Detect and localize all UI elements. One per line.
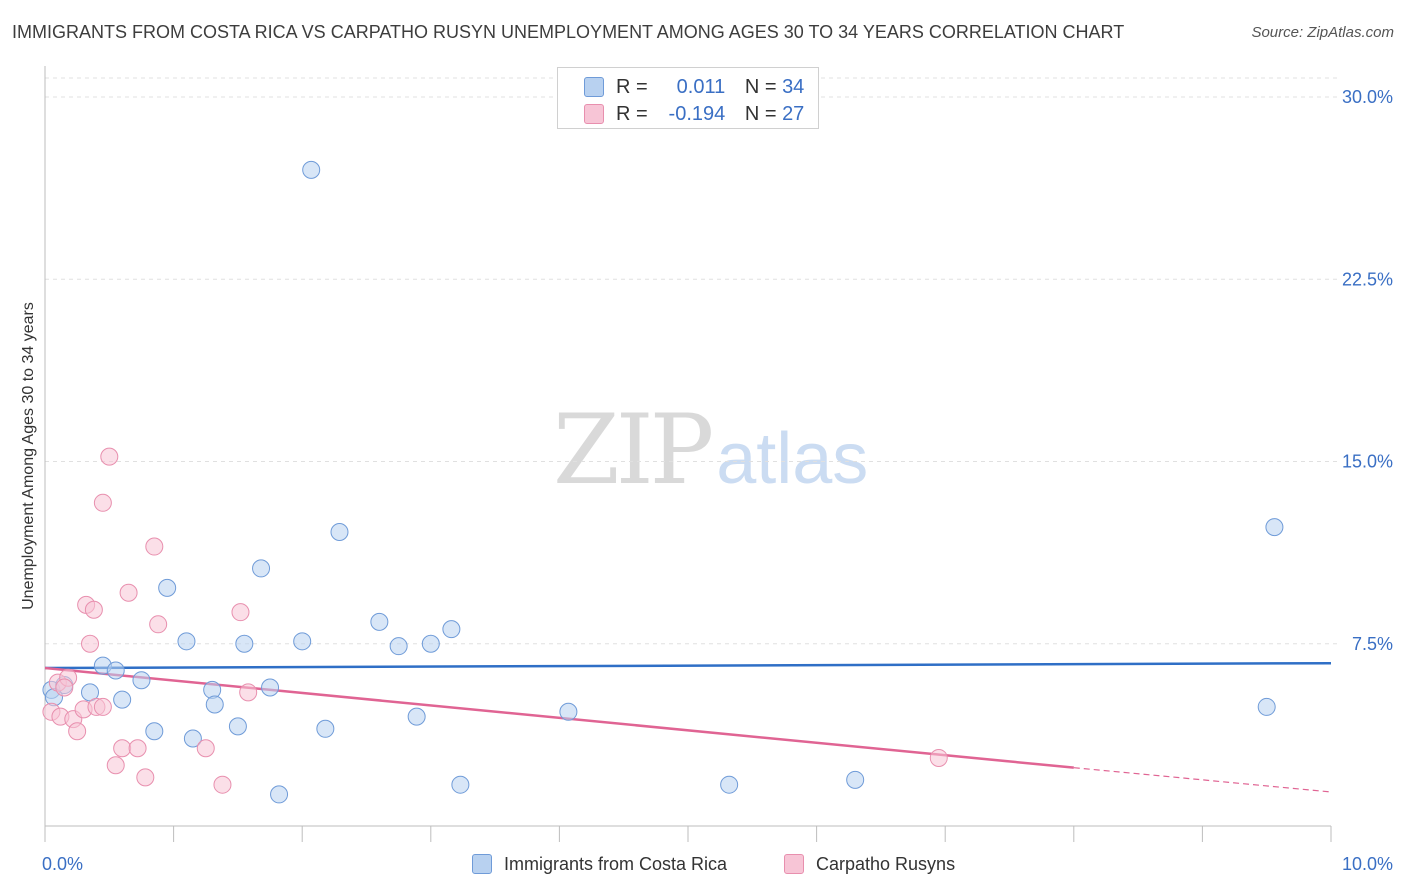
point-costa-rica: [261, 678, 280, 697]
point-costa-rica: [370, 612, 389, 631]
point-carpatho-rusyn: [93, 493, 112, 512]
x-tick-label: 10.0%: [1342, 854, 1393, 874]
point-costa-rica: [451, 775, 470, 794]
watermark-zip: ZIP: [553, 394, 714, 506]
point-carpatho-rusyn: [119, 583, 138, 602]
point-costa-rica: [302, 160, 321, 179]
point-costa-rica: [106, 661, 125, 680]
legend-n-label: N =: [744, 75, 777, 98]
legend-item-label: Carpatho Rusyns: [816, 853, 956, 874]
legend-r-label: R =: [616, 102, 648, 125]
point-costa-rica: [442, 620, 461, 639]
point-costa-rica: [228, 717, 247, 736]
point-carpatho-rusyn: [149, 615, 168, 634]
y-tick-label: 30.0%: [1342, 87, 1393, 107]
legend-swatch-blue: [584, 77, 604, 97]
point-costa-rica: [421, 634, 440, 653]
y-tick-label: 22.5%: [1342, 269, 1393, 289]
point-costa-rica: [1257, 697, 1276, 716]
point-costa-rica: [113, 690, 132, 709]
point-carpatho-rusyn: [55, 678, 74, 697]
point-carpatho-rusyn: [196, 739, 215, 758]
legend-r-value: -0.194: [668, 102, 726, 125]
watermark: ZIPatlas: [553, 402, 868, 507]
source-label: Source: ZipAtlas.com: [1251, 24, 1394, 41]
point-carpatho-rusyn: [128, 739, 147, 758]
point-costa-rica: [235, 634, 254, 653]
trend-line-carpatho-rusyn-extension: [1073, 767, 1332, 793]
point-carpatho-rusyn: [84, 600, 103, 619]
point-carpatho-rusyn: [929, 748, 948, 767]
legend-r-value: 0.011: [676, 75, 726, 98]
series-legend: Immigrants from Costa Rica Carpatho Rusy…: [0, 852, 1406, 876]
point-carpatho-rusyn: [68, 722, 87, 741]
point-carpatho-rusyn: [145, 537, 164, 556]
y-tick-label: 15.0%: [1342, 452, 1393, 472]
grid-layer: [45, 77, 1339, 645]
point-carpatho-rusyn: [81, 634, 100, 653]
point-costa-rica: [252, 559, 271, 578]
legend-n-value: 27: [782, 102, 805, 125]
point-costa-rica: [177, 632, 196, 651]
tick-label-layer: 7.5% 15.0% 22.5% 30.0% 0.0% 10.0%: [42, 87, 1393, 874]
point-costa-rica: [407, 707, 426, 726]
legend-swatch-blue: [472, 854, 492, 874]
point-costa-rica: [158, 578, 177, 597]
y-tick-label: 7.5%: [1352, 634, 1393, 654]
trend-line-costa-rica: [44, 661, 1332, 670]
point-costa-rica: [270, 785, 289, 804]
point-carpatho-rusyn: [113, 739, 132, 758]
legend-item-carpatho-rusyns[interactable]: Carpatho Rusyns: [784, 852, 955, 876]
watermark-atlas: atlas: [716, 419, 869, 499]
point-carpatho-rusyn: [136, 768, 155, 787]
point-costa-rica: [316, 719, 335, 738]
point-layer: [42, 160, 1284, 804]
x-tick-label: 0.0%: [42, 854, 83, 874]
legend-n-value: 34: [782, 75, 805, 98]
point-costa-rica: [293, 632, 312, 651]
legend-swatch-pink: [784, 854, 804, 874]
point-costa-rica: [183, 729, 202, 748]
point-costa-rica: [205, 695, 224, 714]
legend-n-label: N =: [744, 102, 777, 125]
point-costa-rica: [145, 722, 164, 741]
point-carpatho-rusyn: [213, 775, 232, 794]
point-costa-rica: [132, 671, 151, 690]
point-costa-rica: [203, 680, 222, 699]
legend-item-costa-rica[interactable]: Immigrants from Costa Rica: [472, 852, 727, 876]
point-costa-rica: [720, 775, 739, 794]
point-costa-rica: [1265, 518, 1284, 537]
point-carpatho-rusyn: [100, 447, 119, 466]
point-costa-rica: [389, 637, 408, 656]
legend-r-label: R =: [616, 75, 648, 98]
point-costa-rica: [846, 770, 865, 789]
point-costa-rica: [559, 702, 578, 721]
point-costa-rica: [330, 522, 349, 541]
correlation-legend: R = 0.011 N = 34 R = -0.194 N = 27: [557, 67, 819, 129]
point-carpatho-rusyn: [239, 683, 258, 702]
axis-layer: [44, 66, 1332, 842]
legend-swatch-pink: [584, 104, 604, 124]
chart-title: IMMIGRANTS FROM COSTA RICA VS CARPATHO R…: [12, 22, 1125, 42]
legend-item-label: Immigrants from Costa Rica: [504, 853, 728, 874]
point-carpatho-rusyn: [231, 603, 250, 622]
point-carpatho-rusyn: [93, 697, 112, 716]
point-carpatho-rusyn: [106, 756, 125, 775]
